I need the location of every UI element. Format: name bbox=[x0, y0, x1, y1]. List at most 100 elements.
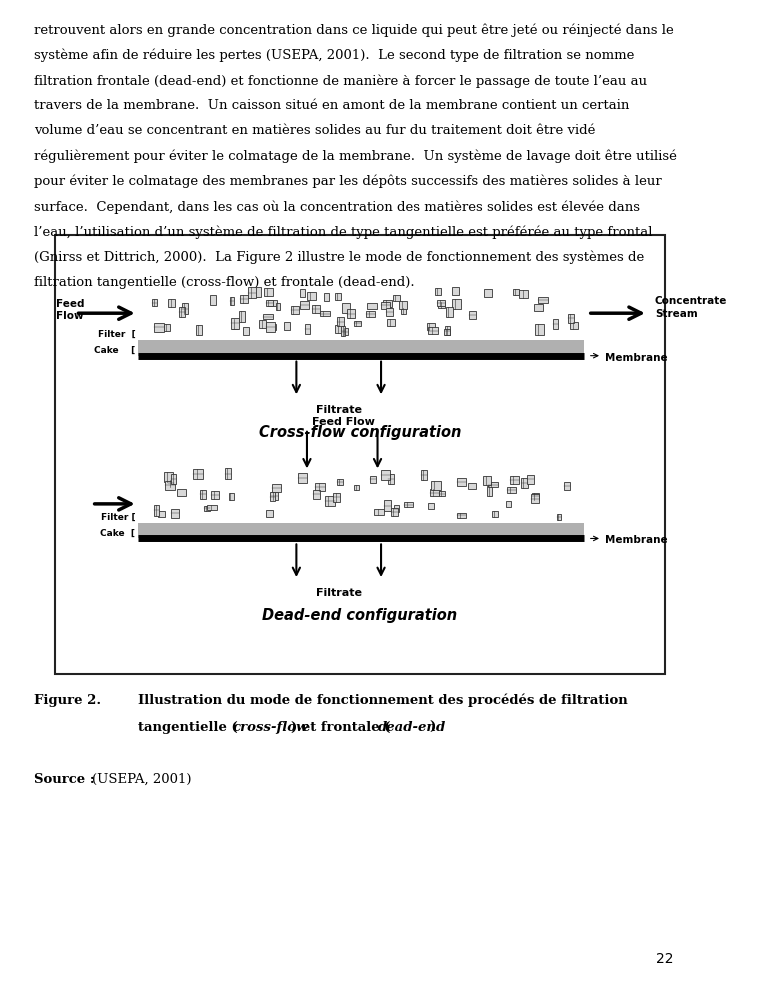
Bar bbox=[484, 288, 492, 297]
Bar bbox=[313, 489, 320, 499]
Bar bbox=[312, 304, 320, 313]
Bar bbox=[269, 300, 277, 305]
Bar bbox=[154, 323, 164, 332]
Bar bbox=[535, 324, 544, 335]
Bar bbox=[388, 474, 393, 484]
Bar bbox=[444, 329, 450, 335]
Bar bbox=[457, 513, 466, 518]
Bar bbox=[404, 502, 413, 508]
Bar bbox=[248, 288, 256, 298]
Bar bbox=[171, 474, 176, 484]
Bar bbox=[483, 476, 491, 485]
Text: l’eau, l’utilisation d’un système de filtration de type tangentielle est préféré: l’eau, l’utilisation d’un système de fil… bbox=[34, 225, 653, 239]
Text: système afin de réduire les pertes (USEPA, 2001).  Le second type de filtration : système afin de réduire les pertes (USEP… bbox=[34, 48, 634, 62]
Text: surface.  Cependant, dans les cas où la concentration des matières solides est é: surface. Cependant, dans les cas où la c… bbox=[34, 201, 640, 213]
Text: ) et frontale (: ) et frontale ( bbox=[292, 721, 391, 734]
Bar bbox=[386, 308, 393, 316]
Bar bbox=[200, 490, 206, 499]
Bar bbox=[532, 493, 539, 500]
Bar bbox=[469, 311, 476, 318]
Bar bbox=[342, 303, 350, 313]
Bar bbox=[275, 303, 280, 309]
Bar bbox=[240, 295, 248, 303]
Text: pour éviter le colmatage des membranes par les dépôts successifs des matières so: pour éviter le colmatage des membranes p… bbox=[34, 175, 662, 189]
Bar bbox=[265, 299, 272, 305]
Text: Illustration du mode de fonctionnement des procédés de filtration: Illustration du mode de fonctionnement d… bbox=[137, 694, 627, 707]
Bar bbox=[557, 514, 561, 520]
Bar bbox=[315, 483, 325, 491]
Bar bbox=[210, 295, 216, 304]
Bar bbox=[334, 293, 341, 300]
Bar bbox=[164, 324, 170, 331]
Bar bbox=[272, 483, 282, 492]
Bar bbox=[168, 480, 175, 487]
Text: travers de la membrane.  Un caisson situé en amont de la membrane contient un ce: travers de la membrane. Un caisson situé… bbox=[34, 100, 629, 113]
Bar bbox=[225, 468, 231, 479]
Bar bbox=[452, 287, 459, 295]
Bar bbox=[263, 314, 273, 319]
Bar bbox=[325, 496, 334, 506]
Bar bbox=[179, 307, 185, 316]
Text: Filtrate: Filtrate bbox=[316, 405, 362, 415]
Text: Figure 2.: Figure 2. bbox=[34, 694, 101, 706]
Text: Feed: Feed bbox=[57, 299, 85, 309]
Bar bbox=[513, 289, 519, 294]
Bar bbox=[228, 493, 234, 500]
Bar bbox=[55, 235, 665, 674]
Bar bbox=[165, 481, 175, 490]
Bar bbox=[271, 492, 278, 500]
Bar bbox=[335, 325, 344, 333]
Text: Stream: Stream bbox=[655, 309, 698, 319]
Bar bbox=[269, 492, 275, 501]
Bar bbox=[300, 288, 305, 296]
Bar bbox=[437, 300, 445, 305]
Text: Source :: Source : bbox=[34, 773, 95, 785]
Bar bbox=[570, 322, 578, 329]
Bar bbox=[306, 324, 310, 334]
Bar bbox=[232, 319, 237, 329]
Bar bbox=[431, 480, 441, 490]
Bar bbox=[383, 501, 391, 511]
Bar bbox=[137, 523, 584, 538]
Bar bbox=[521, 478, 528, 488]
Bar bbox=[230, 297, 234, 305]
Text: Concentrate: Concentrate bbox=[655, 296, 727, 306]
Bar bbox=[399, 301, 407, 309]
Text: dead-end: dead-end bbox=[378, 721, 446, 734]
Bar bbox=[435, 288, 441, 295]
Bar bbox=[342, 328, 348, 335]
Text: Filter  [: Filter [ bbox=[98, 330, 136, 339]
Bar bbox=[171, 509, 179, 518]
Text: régulièrement pour éviter le colmatage de la membrane.  Un système de lavage doi: régulièrement pour éviter le colmatage d… bbox=[34, 150, 677, 163]
Text: Cake    [: Cake [ bbox=[94, 346, 136, 355]
Bar bbox=[507, 487, 517, 493]
Text: volume d’eau se concentrant en matières solides au fur du traitement doit être v: volume d’eau se concentrant en matières … bbox=[34, 124, 595, 137]
Text: (USEPA, 2001): (USEPA, 2001) bbox=[92, 773, 191, 785]
Bar bbox=[182, 303, 188, 314]
Bar bbox=[446, 307, 453, 316]
Bar bbox=[452, 299, 461, 309]
Bar bbox=[337, 478, 343, 485]
Bar bbox=[265, 510, 273, 517]
Bar bbox=[381, 470, 390, 480]
Bar bbox=[265, 322, 275, 332]
Bar bbox=[386, 319, 394, 326]
Bar bbox=[207, 505, 217, 510]
Bar bbox=[264, 288, 273, 295]
Text: retrouvent alors en grande concentration dans ce liquide qui peut être jeté ou r: retrouvent alors en grande concentration… bbox=[34, 24, 674, 38]
Bar bbox=[300, 300, 309, 309]
Text: Filter [: Filter [ bbox=[101, 513, 136, 522]
Bar bbox=[527, 475, 534, 484]
Bar bbox=[393, 295, 400, 300]
Bar bbox=[164, 472, 174, 482]
Text: ): ) bbox=[429, 721, 435, 734]
Bar bbox=[468, 483, 476, 489]
Bar bbox=[553, 319, 558, 329]
Text: 22: 22 bbox=[656, 952, 674, 966]
Bar bbox=[255, 288, 261, 296]
Bar bbox=[394, 505, 400, 513]
Bar bbox=[488, 482, 497, 487]
Bar bbox=[380, 302, 390, 308]
Bar bbox=[428, 327, 438, 334]
Bar bbox=[370, 475, 376, 482]
